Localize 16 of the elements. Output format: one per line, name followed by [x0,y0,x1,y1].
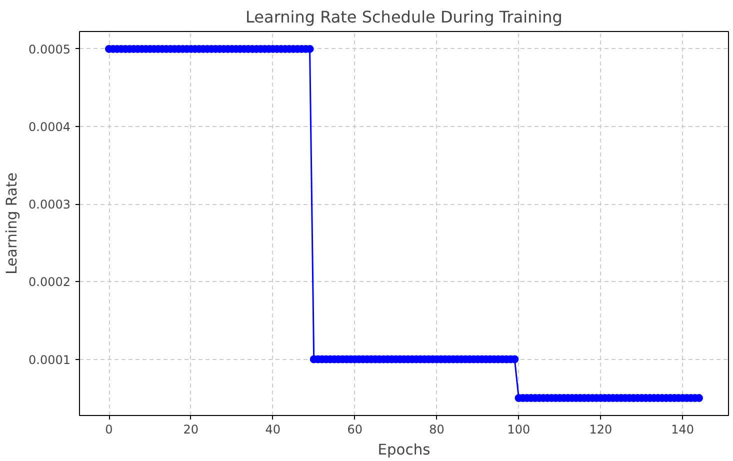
y-axis-title: Learning Rate [4,172,21,274]
y-tick-label: 0.0003 [28,198,71,212]
x-tick-label: 100 [507,422,530,436]
x-tick-label: 40 [265,422,281,436]
y-tick-label: 0.0002 [28,275,71,290]
x-tick-label: 60 [347,422,362,436]
y-tick-label: 0.0005 [28,42,71,56]
x-tick-label: 0 [105,422,113,436]
y-tick-label: 0.0004 [28,120,71,134]
x-tick-label: 120 [589,422,612,436]
x-tick-label: 20 [183,422,199,436]
x-axis-title: Epochs [378,442,430,458]
x-tick-label: 140 [671,422,694,436]
x-tick-label: 80 [429,422,444,436]
chart-title: Learning Rate Schedule During Training [246,8,562,26]
y-tick-label: 0.0001 [28,352,71,367]
